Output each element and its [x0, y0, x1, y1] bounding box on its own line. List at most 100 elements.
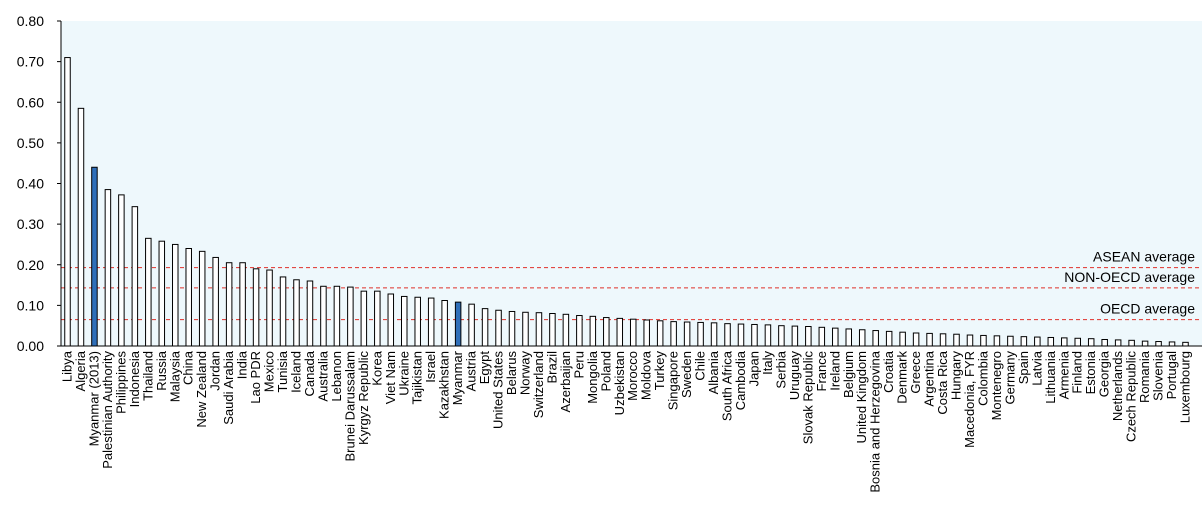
bar: [966, 334, 974, 347]
bar: [239, 262, 246, 347]
bar: [104, 189, 112, 347]
x-tick-label: Morocco: [625, 351, 640, 401]
x-tick-label: Luxembourg: [1178, 351, 1193, 423]
bar: [1034, 336, 1041, 347]
x-tick-label: Croatia: [881, 350, 896, 393]
bar: [953, 333, 960, 347]
bar: [1155, 341, 1162, 347]
x-tick-label: Armenia: [1056, 350, 1071, 399]
y-tick-label: 0.40: [17, 176, 44, 192]
bar: [737, 323, 745, 347]
x-tick-label: Switzerland: [531, 351, 546, 418]
bar: [724, 323, 731, 347]
x-tick-label: Ireland: [827, 351, 842, 391]
bar: [77, 107, 85, 347]
x-tick-label: Australia: [315, 350, 330, 401]
x-tick-label: Bosnia and Herzegovina: [868, 350, 883, 492]
bar: [1182, 341, 1189, 347]
x-tick-label: Algeria: [73, 350, 88, 391]
bar: [872, 330, 879, 347]
bar: [495, 309, 502, 347]
bar: [562, 313, 570, 347]
bar: [1101, 339, 1108, 347]
y-tick-label: 0.20: [17, 257, 44, 273]
x-tick-label: Montenegro: [989, 351, 1004, 420]
x-tick-label: South Africa: [720, 350, 735, 421]
bar: [1074, 337, 1081, 347]
bar: [266, 269, 273, 347]
bar: [791, 325, 799, 347]
x-tick-label: Romania: [1137, 350, 1152, 403]
bar: [980, 334, 987, 347]
reference-lines: ASEAN average NON-OECD average OECD averag…: [61, 249, 1202, 321]
x-tick-label: Portugal: [1164, 351, 1179, 400]
bar: [374, 290, 381, 347]
bar: [1141, 340, 1149, 347]
x-tick-label: Chile: [693, 351, 708, 381]
y-tick-label: 0.10: [17, 297, 44, 313]
bar: [643, 319, 650, 347]
bar: [656, 320, 664, 347]
x-tick-label: Lithuania: [1043, 350, 1058, 404]
x-tick-label: Egypt: [477, 351, 492, 385]
bar: [441, 300, 448, 347]
bar: [212, 256, 219, 347]
bar: [616, 317, 624, 347]
x-tick-label: Lebanon: [329, 351, 344, 402]
x-tick-label: Brunei Darussalam: [342, 351, 357, 462]
bar: [912, 332, 920, 347]
bar: [252, 268, 260, 347]
y-axis: 0.00 0.10 0.20 0.30 0.40 0.50 0.60 0.70 0.80: [17, 13, 1202, 354]
x-tick-label: Czech Republic: [1124, 351, 1139, 443]
bar: [387, 293, 395, 347]
y-tick-label: 0.50: [17, 135, 44, 151]
x-tick-label: Sweden: [679, 351, 694, 398]
bar: [64, 57, 71, 347]
bar: [549, 313, 556, 347]
bar: [683, 321, 691, 347]
x-tick-label: Canada: [302, 350, 317, 396]
bar: [401, 295, 408, 347]
x-tick-label: Viet Nam: [383, 351, 398, 404]
reference-line-label: OECD average: [1100, 301, 1195, 317]
bar: [481, 308, 489, 347]
y-tick-label: 0.00: [17, 338, 44, 354]
x-tick-label: Hungary: [949, 351, 964, 401]
x-tick-label: China: [181, 350, 196, 385]
x-tick-label: Singapore: [666, 351, 681, 410]
bar: [1128, 339, 1135, 347]
bar: [414, 296, 421, 347]
x-tick-label: Mongolia: [585, 350, 600, 404]
bars: [64, 57, 1189, 347]
x-tick-label: Azerbaijan: [558, 351, 573, 412]
bar: [764, 324, 772, 347]
x-tick-label: Colombia: [975, 350, 990, 406]
x-tick-label: Mexico: [262, 351, 277, 392]
x-tick-label: Poland: [598, 351, 613, 391]
bar: [131, 206, 139, 347]
bar: [468, 303, 475, 347]
x-tick-label: Norway: [517, 351, 532, 396]
bar: [926, 332, 933, 347]
bar: [778, 325, 785, 347]
bar: [670, 321, 677, 347]
bar: [1020, 336, 1028, 347]
x-tick-label: Argentina: [922, 350, 937, 406]
bar: [145, 237, 152, 347]
x-tick-label: Tunisia: [275, 350, 290, 392]
y-tick-label: 0.80: [17, 13, 44, 29]
x-tick-label: Thailand: [140, 351, 155, 401]
bar: [832, 327, 839, 347]
x-tick-label: Korea: [369, 350, 384, 385]
bar: [535, 312, 543, 347]
x-tick-label: Saudi Arabia: [221, 350, 236, 424]
bar: [172, 243, 179, 347]
x-tick-label: Cambodia: [733, 350, 748, 410]
bar: [1061, 337, 1068, 347]
x-tick-label: Tajikistan: [410, 351, 425, 404]
bar: [939, 333, 947, 347]
x-tick-label: Myanmar: [450, 350, 465, 405]
x-tick-label: Spain: [1016, 351, 1031, 384]
bar: [225, 262, 233, 347]
